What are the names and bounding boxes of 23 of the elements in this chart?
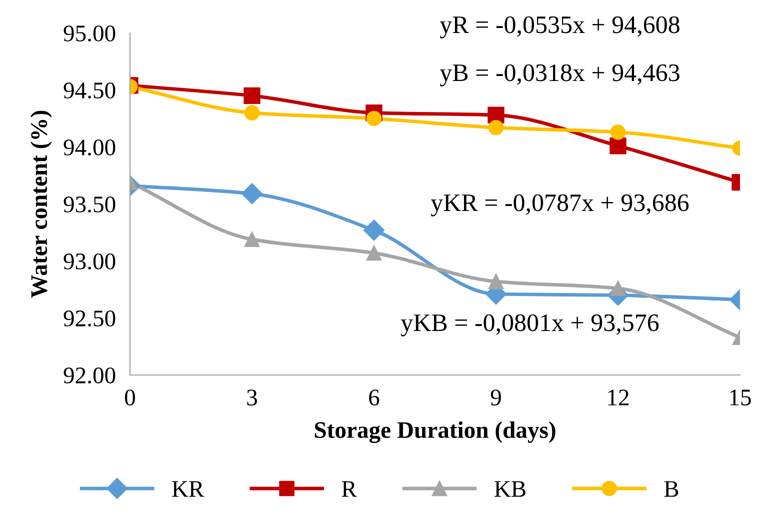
x-tick-label: 12 <box>608 390 629 406</box>
legend-label: KB <box>494 481 526 497</box>
y-tick-label: 92.00 <box>64 367 116 384</box>
y-tick-label: 93.00 <box>64 253 116 270</box>
annotation: yKR = -0,0787x + 93,686 <box>430 194 689 216</box>
legend-label: B <box>664 481 678 497</box>
annotation: yKB = -0,0801x + 93,576 <box>400 314 659 336</box>
y-tick-label: 95.00 <box>64 25 116 42</box>
legend-label: KR <box>172 481 204 497</box>
x-tick-label: 3 <box>247 390 257 406</box>
x-tick-label: 15 <box>730 390 751 406</box>
x-tick-label: 9 <box>490 390 501 406</box>
annotation: yR = -0,0535x + 94,608 <box>440 16 680 38</box>
x-tick-label: 0 <box>124 390 136 406</box>
y-axis-title: Water content (%) <box>30 110 52 298</box>
y-tick-label: 92.50 <box>64 310 116 327</box>
y-tick-label: 94.00 <box>64 139 116 156</box>
legend-label: R <box>342 481 357 497</box>
annotation: yB = -0,0318x + 94,463 <box>440 64 680 86</box>
x-axis-title: Storage Duration (days) <box>314 421 556 444</box>
y-tick-label: 93.50 <box>64 196 116 213</box>
x-tick-label: 6 <box>369 390 380 406</box>
y-tick-label: 94.50 <box>64 82 116 99</box>
